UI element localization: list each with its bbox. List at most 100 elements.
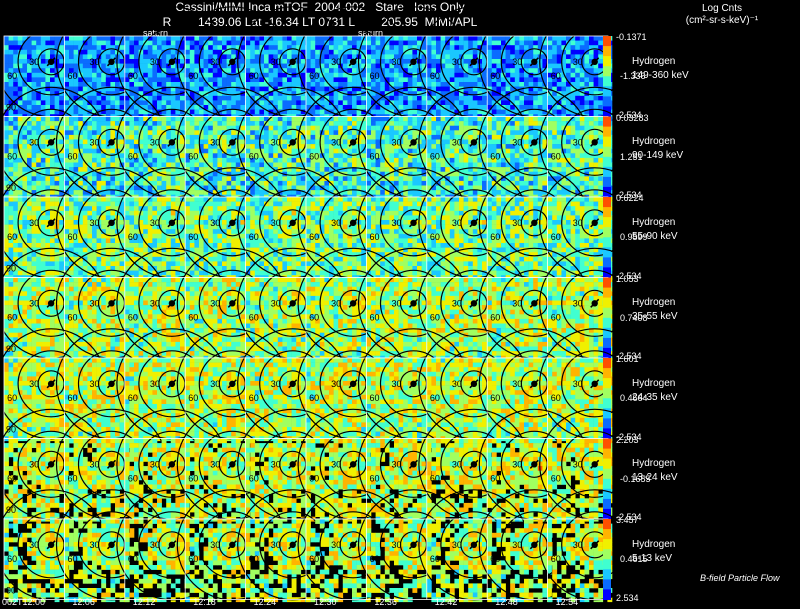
heatmap-cell: [78, 157, 84, 163]
heatmap-cell: [566, 54, 571, 60]
heatmap-cell: [417, 180, 422, 186]
heatmap-cell: [59, 68, 65, 74]
heatmap-cell: [199, 116, 204, 122]
heatmap-cell: [166, 72, 172, 78]
heatmap-cell: [175, 77, 181, 83]
heatmap-cell: [152, 109, 158, 115]
heatmap-cell: [138, 77, 144, 83]
heatmap-cell: [436, 82, 441, 87]
heatmap-cell: [477, 180, 483, 186]
heatmap-cell: [254, 82, 260, 87]
heatmap-cell: [547, 59, 553, 64]
heatmap-cell: [472, 63, 478, 69]
heatmap-cell: [208, 176, 214, 182]
heatmap-cell: [333, 45, 339, 51]
colorbar-segment: [603, 56, 611, 59]
heatmap-cell: [92, 45, 97, 51]
heatmap-cell: [398, 180, 404, 186]
heatmap-cell: [268, 54, 274, 60]
heatmap-cell: [208, 95, 214, 101]
heatmap-cell: [300, 185, 306, 191]
heatmap-cell: [319, 72, 325, 78]
heatmap-cell: [282, 63, 288, 69]
heatmap-cell: [231, 180, 237, 186]
heatmap-cell: [17, 91, 23, 97]
heatmap-cell: [264, 77, 269, 83]
heatmap-cell: [287, 176, 292, 182]
heatmap-cell: [101, 59, 107, 64]
heatmap-cell: [338, 180, 344, 186]
heatmap-cell: [170, 49, 176, 55]
heatmap-cell: [371, 109, 376, 115]
heatmap-cell: [426, 125, 432, 131]
ring-label-30: 30: [512, 137, 522, 147]
heatmap-cell: [96, 148, 102, 154]
heatmap-cell: [250, 116, 256, 122]
heatmap-cell: [375, 95, 381, 101]
heatmap-cell: [342, 49, 348, 55]
heatmap-cell: [445, 125, 451, 131]
saturn-ring-glyph: [46, 57, 56, 67]
heatmap-cell: [505, 68, 511, 74]
colorbar-segment: [603, 114, 611, 117]
heatmap-cell: [54, 190, 60, 195]
heatmap-cell: [333, 116, 339, 122]
heatmap-cell: [235, 36, 241, 41]
heatmap-cell: [69, 72, 74, 78]
colorbar-segment: [603, 98, 611, 101]
heatmap-cell: [101, 125, 107, 131]
heatmap-cell: [454, 36, 460, 41]
heatmap-cell: [561, 121, 567, 126]
heatmap-cell: [212, 54, 218, 60]
heatmap-cell: [110, 190, 116, 195]
heatmap-cell: [245, 121, 251, 126]
heatmap-cell: [31, 77, 37, 83]
heatmap-cell: [514, 100, 520, 106]
heatmap-cell: [445, 153, 451, 159]
heatmap-cell: [380, 91, 386, 97]
heatmap-cell: [110, 68, 116, 74]
heatmap-cell: [579, 40, 585, 46]
heatmap-cell: [412, 49, 418, 55]
heatmap-cell: [463, 180, 469, 186]
heatmap-cell: [40, 190, 46, 195]
heatmap-cell: [31, 171, 37, 177]
heatmap-cell: [329, 63, 334, 69]
heatmap-cell: [598, 40, 604, 46]
heatmap-cell: [231, 77, 237, 83]
heatmap-cell: [273, 105, 279, 110]
heatmap-cell: [384, 86, 390, 92]
heatmap-cell: [575, 77, 581, 83]
heatmap-cell: [552, 49, 558, 55]
heatmap-cell: [528, 109, 534, 115]
heatmap-cell: [264, 59, 269, 64]
heatmap-cell: [226, 54, 232, 60]
heatmap-cell: [134, 185, 139, 191]
heatmap-cell: [73, 162, 79, 168]
heatmap-cell: [152, 72, 158, 78]
heatmap-cell: [124, 82, 130, 87]
heatmap-cell: [31, 91, 37, 97]
heatmap-cell: [533, 86, 539, 92]
heatmap-cell: [398, 153, 404, 159]
heatmap-cell: [129, 68, 135, 74]
heatmap-cell: [231, 148, 237, 154]
heatmap-cell: [472, 45, 478, 51]
heatmap-cell: [371, 49, 376, 55]
heatmap-cell: [78, 86, 84, 92]
heatmap-cell: [454, 171, 460, 177]
colorbar-segment: [603, 88, 611, 91]
heatmap-cell: [92, 100, 97, 106]
heatmap-cell: [152, 45, 158, 51]
heatmap-cell: [124, 68, 130, 74]
heatmap-cell: [203, 36, 209, 41]
heatmap-cell: [147, 63, 153, 69]
heatmap-cell: [366, 139, 372, 145]
heatmap-cell: [407, 72, 413, 78]
heatmap-cell: [306, 77, 311, 83]
heatmap-cell: [426, 82, 432, 87]
heatmap-cell: [245, 109, 251, 115]
heatmap-cell: [472, 91, 478, 97]
heatmap-cell: [147, 82, 153, 87]
heatmap-cell: [380, 40, 386, 46]
